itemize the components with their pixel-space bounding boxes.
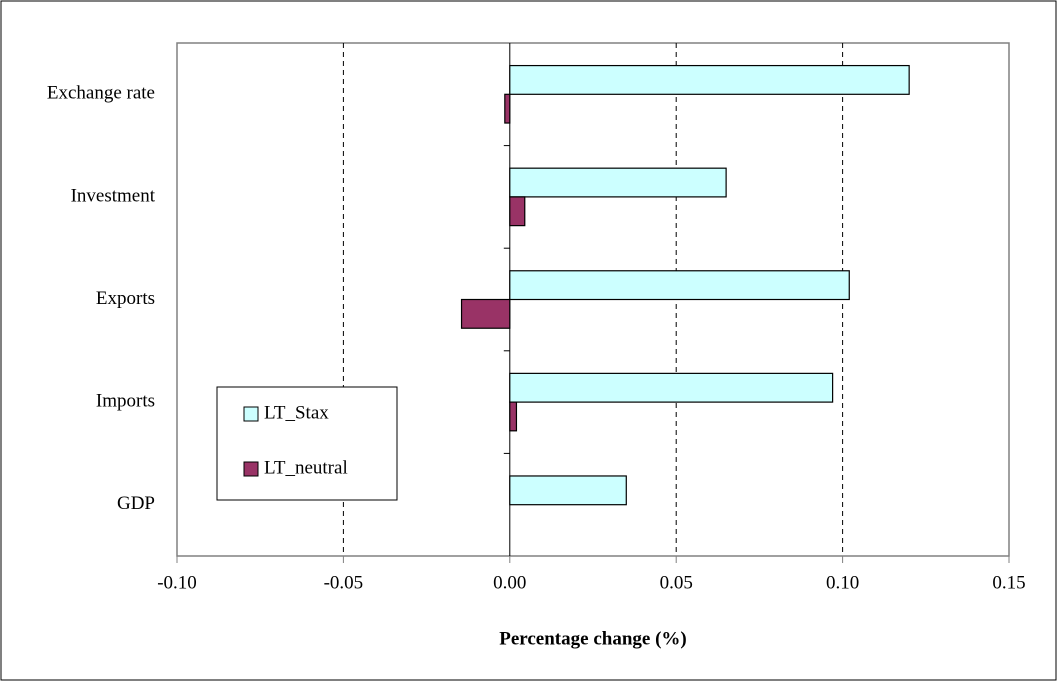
bar (509, 270, 850, 301)
legend-label: LT_Stax (264, 402, 329, 423)
y-tick-label: Investment (71, 185, 156, 206)
bar (509, 401, 518, 432)
legend-swatch (243, 461, 259, 477)
x-tick-label: -0.05 (324, 572, 364, 593)
bar (509, 372, 834, 403)
bar (460, 298, 511, 329)
x-tick-label: 0.10 (826, 572, 859, 593)
x-tick-label: 0.05 (660, 572, 693, 593)
legend-label: LT_neutral (264, 457, 348, 478)
legend-swatch (243, 406, 259, 422)
x-tick-label: 0.15 (992, 572, 1025, 593)
x-tick-label: 0.00 (493, 572, 526, 593)
y-tick-label: GDP (117, 493, 155, 514)
x-tick-label: -0.10 (157, 572, 197, 593)
bar (509, 64, 910, 95)
legend (216, 386, 398, 501)
bar (509, 475, 627, 506)
y-tick-label: Exchange rate (47, 83, 155, 104)
bar (509, 196, 526, 227)
bar (509, 167, 727, 198)
x-axis-label: Percentage change (%) (499, 628, 686, 649)
y-tick-label: Imports (96, 390, 155, 411)
y-tick-label: Exports (96, 288, 155, 309)
bar (504, 93, 511, 124)
